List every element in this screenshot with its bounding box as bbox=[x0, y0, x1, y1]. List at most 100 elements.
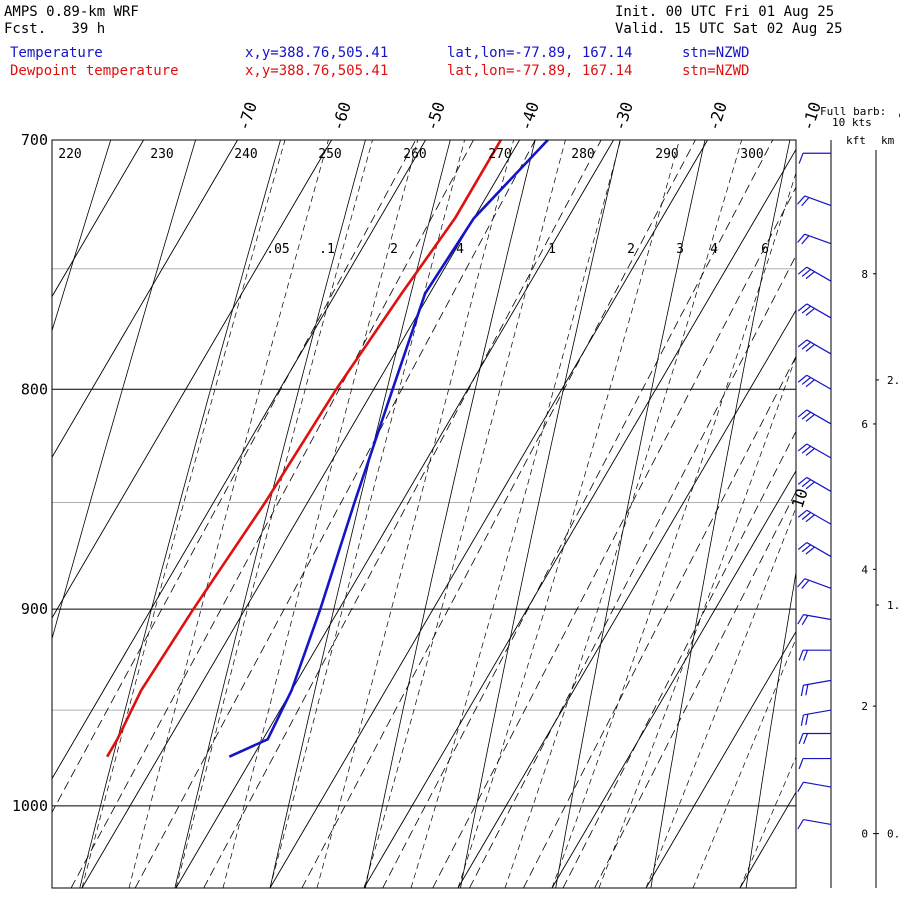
dry-adiabat-310 bbox=[841, 140, 900, 888]
wind-barb-flag-1-0 bbox=[797, 781, 804, 792]
wind-barb-flag-5-0 bbox=[800, 685, 805, 697]
isotherm--30 bbox=[175, 140, 614, 888]
wind-barb-flag-3-0 bbox=[798, 733, 804, 745]
isotherm--50 bbox=[52, 140, 426, 780]
wind-barb-staff-11 bbox=[806, 476, 832, 492]
wind-barb-flag-8-0 bbox=[797, 578, 806, 588]
dry-adiabat-270 bbox=[460, 140, 621, 888]
wind-barb-flag-16-1 bbox=[801, 305, 812, 314]
height-axis-km-label: km bbox=[881, 134, 895, 147]
barb-note-line1: Full barb: bbox=[820, 105, 886, 118]
isotherm-40 bbox=[834, 140, 900, 888]
plot-frame bbox=[51, 139, 797, 889]
wind-barb-11 bbox=[797, 476, 832, 492]
wind-barbs bbox=[797, 140, 832, 888]
wind-barb-staff-1 bbox=[803, 781, 832, 788]
wind-barb-staff-10 bbox=[806, 509, 832, 525]
sounding-series bbox=[105, 140, 549, 758]
mixing-ratio-line-10 bbox=[594, 490, 796, 888]
wind-barb-19 bbox=[797, 195, 832, 207]
wind-barb-flag-11-0 bbox=[797, 476, 808, 485]
wind-barb-6 bbox=[798, 649, 831, 661]
valid-time: Valid. 15 UTC Sat 02 Aug 25 bbox=[615, 21, 843, 37]
wind-barb-flag-4-0 bbox=[800, 714, 805, 726]
moist-adiabat-10 bbox=[551, 171, 796, 888]
legend-dewpoint-latlon: lat,lon=-77.89, 167.14 bbox=[447, 63, 633, 79]
wind-barb-flag-14-2 bbox=[805, 379, 815, 388]
wind-barb-flag-8-1 bbox=[801, 579, 810, 589]
mixing-ratio-line-4 bbox=[469, 254, 796, 888]
wind-barb-staff-8 bbox=[804, 578, 832, 589]
mixing-ratio-label-2: 2 bbox=[390, 242, 398, 257]
wind-barb-14 bbox=[797, 374, 832, 390]
mixing-ratio-label-7: 4 bbox=[710, 242, 718, 257]
mixing-ratio-line-0.1 bbox=[70, 140, 474, 888]
theta-label-8: 300 bbox=[740, 147, 763, 162]
theta-label-5: 270 bbox=[488, 147, 511, 162]
wind-barb-4 bbox=[800, 709, 832, 726]
background-lines bbox=[0, 140, 900, 888]
kft-tick-label-4: 8 bbox=[861, 268, 868, 281]
kft-tick-label-0: 0 bbox=[861, 828, 868, 841]
wind-barb-flag-17-2 bbox=[805, 271, 815, 280]
wind-barb-flag-7-0 bbox=[797, 614, 804, 625]
legend-temperature-stn: stn=NZWD bbox=[682, 45, 750, 61]
mixing-ratio-label-4: 1 bbox=[548, 242, 556, 257]
dry-adiabat-200 bbox=[0, 140, 26, 888]
dry-adiabat-260 bbox=[364, 140, 536, 888]
wind-barb-flag-15-0 bbox=[797, 339, 808, 348]
isotherm-10 bbox=[551, 470, 796, 888]
wind-barb-flag-11-2 bbox=[805, 481, 815, 490]
wind-barb-staff-14 bbox=[806, 374, 832, 390]
wind-barb-0 bbox=[797, 818, 832, 830]
wind-barb-flag-14-0 bbox=[797, 374, 808, 383]
wind-barb-flag-2-0 bbox=[798, 758, 804, 770]
wind-barb-9 bbox=[797, 542, 832, 558]
wind-barb-flag-10-2 bbox=[805, 514, 815, 523]
wind-barb-flag-6-0 bbox=[798, 649, 804, 661]
wind-barb-flag-19-1 bbox=[801, 197, 810, 207]
mixing-ratio-line-8 bbox=[562, 430, 796, 888]
moist-adiabat-0 bbox=[457, 140, 680, 888]
isotherm--70 bbox=[52, 140, 238, 459]
dry-adiabat-250 bbox=[269, 140, 451, 888]
legend-temperature-latlon: lat,lon=-77.89, 167.14 bbox=[447, 45, 633, 61]
mixing-ratio-label-3: 4 bbox=[456, 242, 464, 257]
wind-barb-13 bbox=[797, 409, 832, 425]
isotherm-0 bbox=[457, 309, 796, 888]
wind-barb-5 bbox=[800, 679, 832, 697]
mixing-ratio-line-6 bbox=[523, 355, 796, 888]
temperature-label-1: -60 bbox=[328, 100, 355, 133]
height-axis-kft-label: kft bbox=[846, 134, 866, 147]
wind-barb-flag-20-0 bbox=[798, 153, 804, 164]
wind-barb-flag-13-1 bbox=[801, 411, 812, 420]
dry-adiabat-290 bbox=[650, 140, 791, 888]
dry-adiabat-220 bbox=[52, 140, 196, 641]
mixing-ratio-line-2 bbox=[382, 140, 774, 888]
wind-barb-staff-19 bbox=[804, 195, 832, 207]
pressure-label-1000: 1000 bbox=[12, 797, 48, 815]
wind-barb-flag-15-1 bbox=[801, 341, 812, 350]
wind-barb-flag-12-1 bbox=[801, 445, 812, 454]
moist-adiabat-30 bbox=[739, 756, 796, 888]
wind-barb-staff-13 bbox=[806, 409, 832, 425]
mixing-ratio-line-0.4 bbox=[203, 140, 602, 888]
fcst-hours: 39 h bbox=[71, 21, 106, 37]
mixing-ratio-label-1: .1 bbox=[319, 242, 335, 257]
isotherm--60 bbox=[52, 140, 332, 619]
pressure-label-700: 700 bbox=[21, 131, 48, 149]
wind-barb-staff-5 bbox=[803, 679, 832, 686]
wind-barb-flag-9-2 bbox=[805, 546, 815, 555]
legend-temperature-name: Temperature bbox=[10, 45, 103, 61]
mixing-ratio-label-8: 6 bbox=[761, 242, 769, 257]
moist-adiabat--15 bbox=[316, 140, 514, 888]
wind-barb-flag-13-2 bbox=[805, 413, 815, 422]
pressure-label-900: 900 bbox=[21, 600, 48, 618]
wind-barb-flag-12-2 bbox=[805, 448, 815, 456]
temperature-label-8: 10 bbox=[788, 486, 812, 510]
km-tick-label-1: 1. bbox=[887, 599, 900, 612]
mixing-ratio-label-0: .05 bbox=[266, 242, 289, 257]
wind-barb-staff-12 bbox=[806, 443, 832, 459]
